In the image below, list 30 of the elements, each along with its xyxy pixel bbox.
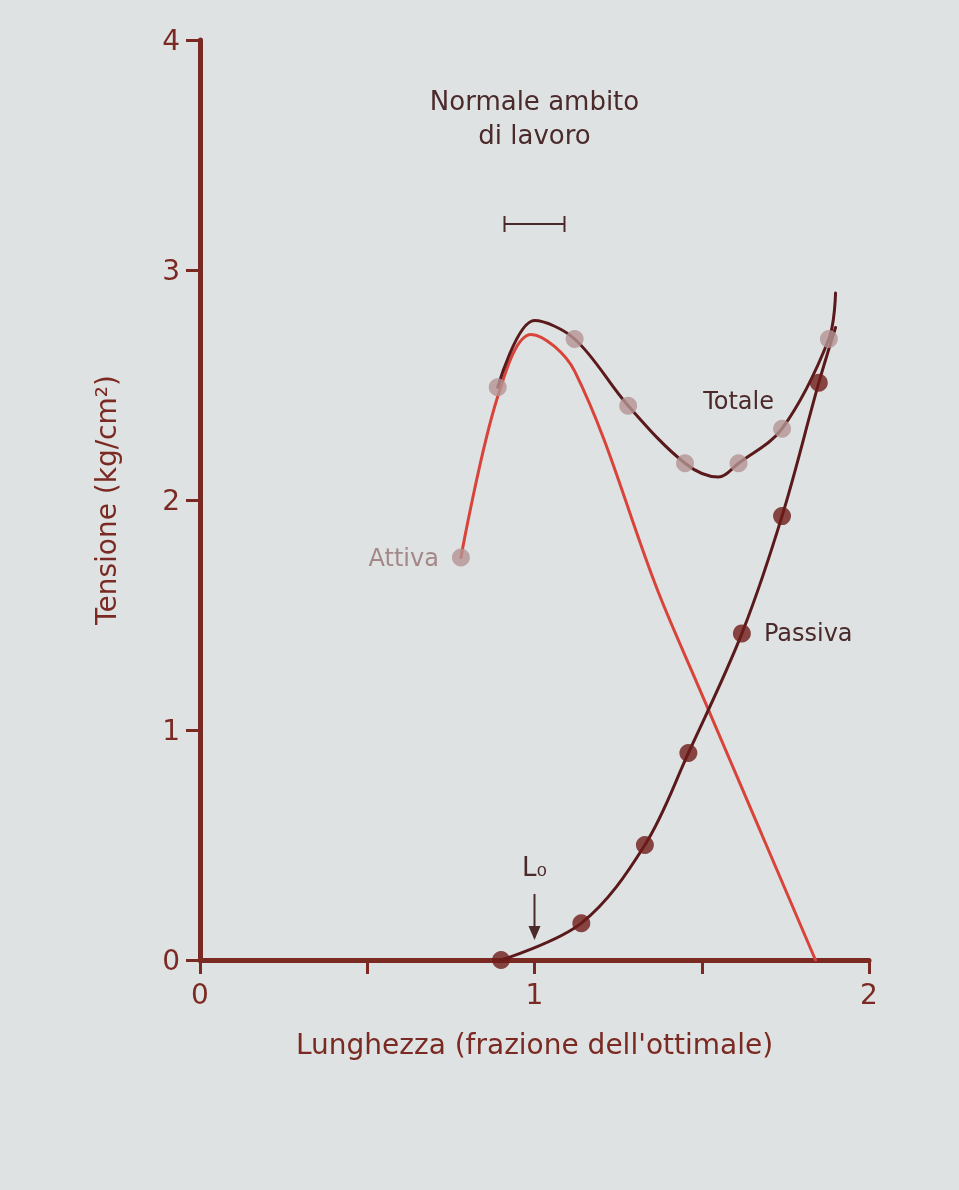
x-tick-label: 0 [191, 977, 209, 1011]
x-tick-label: 1 [525, 977, 544, 1011]
point [676, 454, 695, 473]
point [819, 330, 838, 348]
series-label: Attiva [368, 543, 439, 572]
point [565, 330, 584, 348]
point [773, 419, 792, 438]
y-tick-label: 0 [162, 943, 180, 977]
y-tick-label: 3 [162, 253, 180, 287]
point [679, 744, 698, 762]
point [488, 378, 507, 397]
point [492, 951, 511, 969]
x-axis-title: Lunghezza (frazione dell'ottimale) [295, 1027, 774, 1061]
point [809, 373, 828, 392]
point [773, 507, 792, 526]
series-label: Totale [702, 387, 774, 416]
series-label: Passiva [763, 619, 853, 648]
y-tick-label: 4 [162, 23, 180, 57]
point [635, 836, 654, 854]
point [572, 914, 591, 933]
y-tick-label: 2 [162, 483, 180, 517]
x-tick-label: 2 [860, 977, 878, 1011]
point [451, 548, 470, 567]
point [729, 454, 748, 473]
point [732, 624, 751, 643]
annotation: L₀ [522, 852, 547, 882]
point [619, 396, 638, 415]
y-axis-title: Tensione (kg/cm²) [89, 375, 123, 626]
annotation: Normale ambito di lavoro [429, 86, 640, 150]
y-tick-label: 1 [162, 713, 180, 747]
